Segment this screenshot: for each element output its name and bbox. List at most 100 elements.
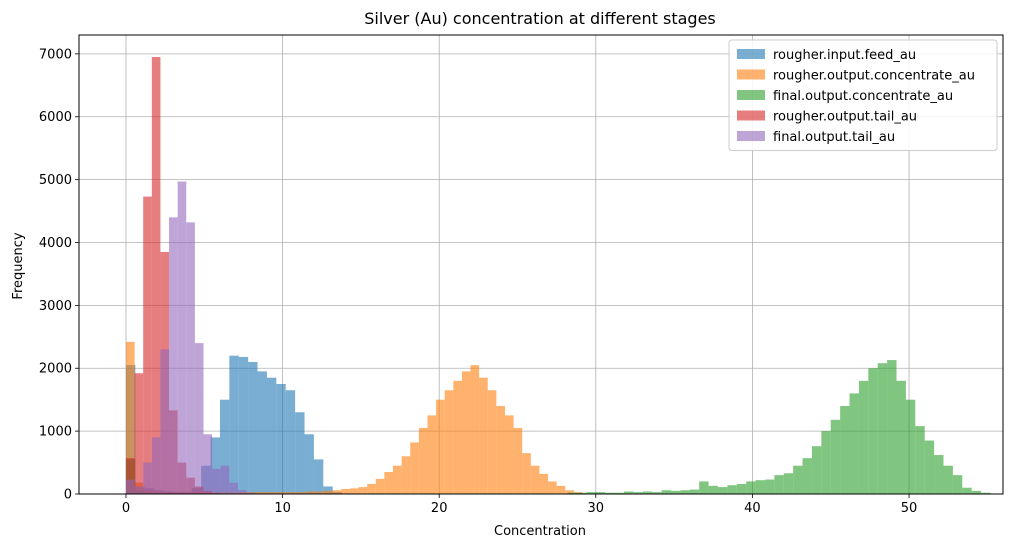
- x-tick-label: 0: [122, 501, 130, 516]
- histogram-bar: [393, 465, 402, 494]
- legend-label: final.output.tail_au: [773, 130, 895, 145]
- histogram-bar: [358, 487, 368, 494]
- histogram-bar: [689, 489, 700, 494]
- histogram-bar: [915, 426, 925, 494]
- histogram-bar: [324, 490, 333, 494]
- histogram-bar: [313, 459, 324, 494]
- histogram-bar: [276, 383, 286, 494]
- histogram-bar: [556, 485, 566, 494]
- histogram-bar: [470, 365, 480, 494]
- histogram-bar: [811, 446, 822, 494]
- histogram-bar: [349, 488, 359, 494]
- histogram-bar: [496, 405, 505, 494]
- histogram-bar: [504, 415, 514, 494]
- histogram-bar: [332, 490, 342, 494]
- histogram-bar: [229, 355, 239, 494]
- histogram-bar: [255, 492, 264, 494]
- x-tick-label: 30: [588, 501, 605, 516]
- histogram-bar: [717, 487, 728, 494]
- histogram-bar: [315, 491, 325, 494]
- histogram-bar: [633, 492, 643, 494]
- legend-label: rougher.input.feed_au: [773, 48, 916, 63]
- histogram-bar: [246, 492, 256, 494]
- histogram-bar: [298, 492, 307, 494]
- series-rougher-output-concentrate-au: [125, 341, 583, 494]
- y-tick-label: 7000: [39, 47, 72, 62]
- histogram-bar: [289, 492, 299, 494]
- histogram-bar: [212, 468, 221, 494]
- histogram-bar: [194, 343, 204, 494]
- histogram-bar: [210, 437, 220, 494]
- histogram-bar: [229, 482, 238, 494]
- histogram-bar: [821, 431, 831, 494]
- y-tick-label: 3000: [39, 299, 72, 314]
- histogram-bar: [453, 380, 462, 494]
- y-tick-label: 4000: [39, 236, 72, 251]
- axis-ticks: 0 10 20 30 40 50 0 1000 2000 3000 4000 5000 6000 7000: [39, 47, 917, 516]
- histogram-bar: [746, 481, 756, 494]
- histogram-bar: [237, 490, 247, 494]
- y-tick-label: 2000: [39, 362, 72, 377]
- histogram-bar: [522, 453, 531, 494]
- histogram-bar: [755, 480, 765, 494]
- histogram-bar: [680, 490, 690, 494]
- histogram-bar: [586, 492, 596, 494]
- histogram-bar: [840, 405, 850, 494]
- legend-label: final.output.concentrate_au: [773, 89, 953, 104]
- histogram-bar: [306, 491, 316, 494]
- y-tick-label: 6000: [39, 110, 72, 125]
- histogram-bar: [943, 465, 953, 494]
- histogram-bar: [971, 490, 982, 494]
- histogram-bar: [868, 368, 878, 494]
- histogram-bar: [461, 371, 471, 494]
- legend-swatch: [737, 90, 765, 100]
- histogram-bar: [125, 341, 135, 494]
- histogram-bar: [661, 490, 671, 494]
- histogram-bar: [924, 440, 935, 494]
- histogram-bar: [151, 57, 161, 495]
- histogram-bar: [764, 479, 775, 494]
- histogram-bar: [219, 399, 230, 494]
- histogram-bar: [962, 487, 972, 494]
- histogram-bar: [530, 465, 540, 494]
- histogram-bar: [783, 473, 794, 494]
- legend-label: rougher.output.tail_au: [773, 110, 917, 125]
- histogram-bar: [134, 486, 144, 494]
- legend: rougher.input.feed_au rougher.output.conc…: [728, 39, 998, 151]
- histogram-bar: [595, 492, 606, 494]
- y-tick-label: 5000: [39, 173, 72, 188]
- legend-box: [728, 39, 998, 151]
- histogram-bar: [727, 485, 737, 494]
- histogram-bar: [849, 393, 859, 494]
- histogram-bar: [877, 363, 888, 494]
- histogram-bar: [699, 481, 709, 494]
- histogram-bar: [220, 465, 230, 494]
- histogram-bar: [295, 412, 305, 494]
- series-final-output-concentrate-au: [125, 360, 991, 494]
- histogram-bar: [125, 479, 135, 494]
- histogram-bar: [375, 478, 385, 494]
- histogram-bar: [203, 434, 213, 494]
- histogram-bars: [125, 57, 991, 495]
- plot-area-frame: [78, 34, 1004, 495]
- series-final-output-tail-au: [125, 181, 256, 494]
- histogram-bar: [614, 492, 625, 494]
- histogram-bar: [304, 434, 314, 494]
- histogram-bar: [887, 360, 897, 494]
- histogram-bar: [774, 475, 784, 494]
- x-tick-label: 50: [901, 501, 918, 516]
- histogram-bar: [436, 399, 445, 494]
- histogram-bar: [125, 458, 135, 494]
- histogram-bar: [341, 488, 350, 494]
- x-tick-label: 40: [744, 501, 761, 516]
- histogram-bar: [384, 471, 394, 494]
- histogram-bar: [513, 427, 523, 494]
- chart-title: Silver (Au) concentration at different s…: [364, 9, 716, 28]
- x-tick-label: 20: [431, 501, 448, 516]
- histogram-bar: [905, 399, 916, 494]
- histogram-bar: [934, 455, 944, 494]
- histogram-bar: [418, 427, 428, 494]
- histogram-bar: [444, 390, 454, 494]
- histogram-bar: [565, 490, 574, 494]
